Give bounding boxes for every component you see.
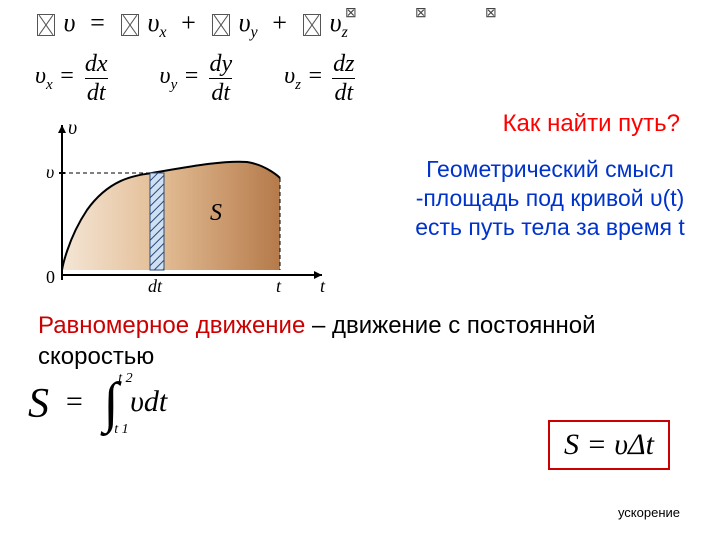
integral-sign: ∫ t 2 t 1 (103, 387, 118, 421)
formula-box: S = υΔt (548, 420, 670, 470)
area-label: S (210, 200, 222, 226)
velocity-time-graph: υ υ 0 dt t t S (32, 120, 332, 300)
vector-arrow-placeholder (303, 14, 321, 36)
path-integral: S = ∫ t 2 t 1 υdt (28, 380, 167, 428)
stray-marker: ⊠ (345, 4, 357, 21)
velocity-symbol: υ (147, 8, 159, 37)
stray-marker: ⊠ (415, 4, 427, 21)
deriv-y: υy = dy dt (160, 52, 235, 105)
geometric-meaning-text: Геометрический смысл -площадь под кривой… (400, 155, 700, 241)
y-axis-label: υ (68, 120, 77, 139)
stray-marker: ⊠ (485, 4, 497, 21)
derivative-row: υx = dx dt υy = dy dt υz = dz dt (35, 52, 357, 105)
dt-label: dt (148, 276, 163, 296)
uniform-motion-text: Равномерное движение – движение с постоя… (38, 310, 698, 372)
vector-arrow-placeholder (37, 14, 55, 36)
origin-label: 0 (46, 267, 55, 287)
velocity-symbol: υ (64, 8, 76, 37)
acceleration-label: ускорение (618, 505, 680, 520)
velocity-symbol: υ (330, 8, 342, 37)
vector-arrow-placeholder (212, 14, 230, 36)
vector-velocity-equation: υ = υx + υy + υz (35, 8, 348, 42)
uniform-motion-term: Равномерное движение (38, 312, 305, 339)
vector-arrow-placeholder (121, 14, 139, 36)
deriv-x: υx = dx dt (35, 52, 110, 105)
y-tick-label: υ (46, 162, 54, 182)
velocity-symbol: υ (239, 8, 251, 37)
deriv-z: υz = dz dt (284, 52, 356, 105)
question-text: Как найти путь? (503, 110, 680, 138)
x-axis-label: t (320, 276, 326, 296)
t-label-tick: t (276, 276, 282, 296)
